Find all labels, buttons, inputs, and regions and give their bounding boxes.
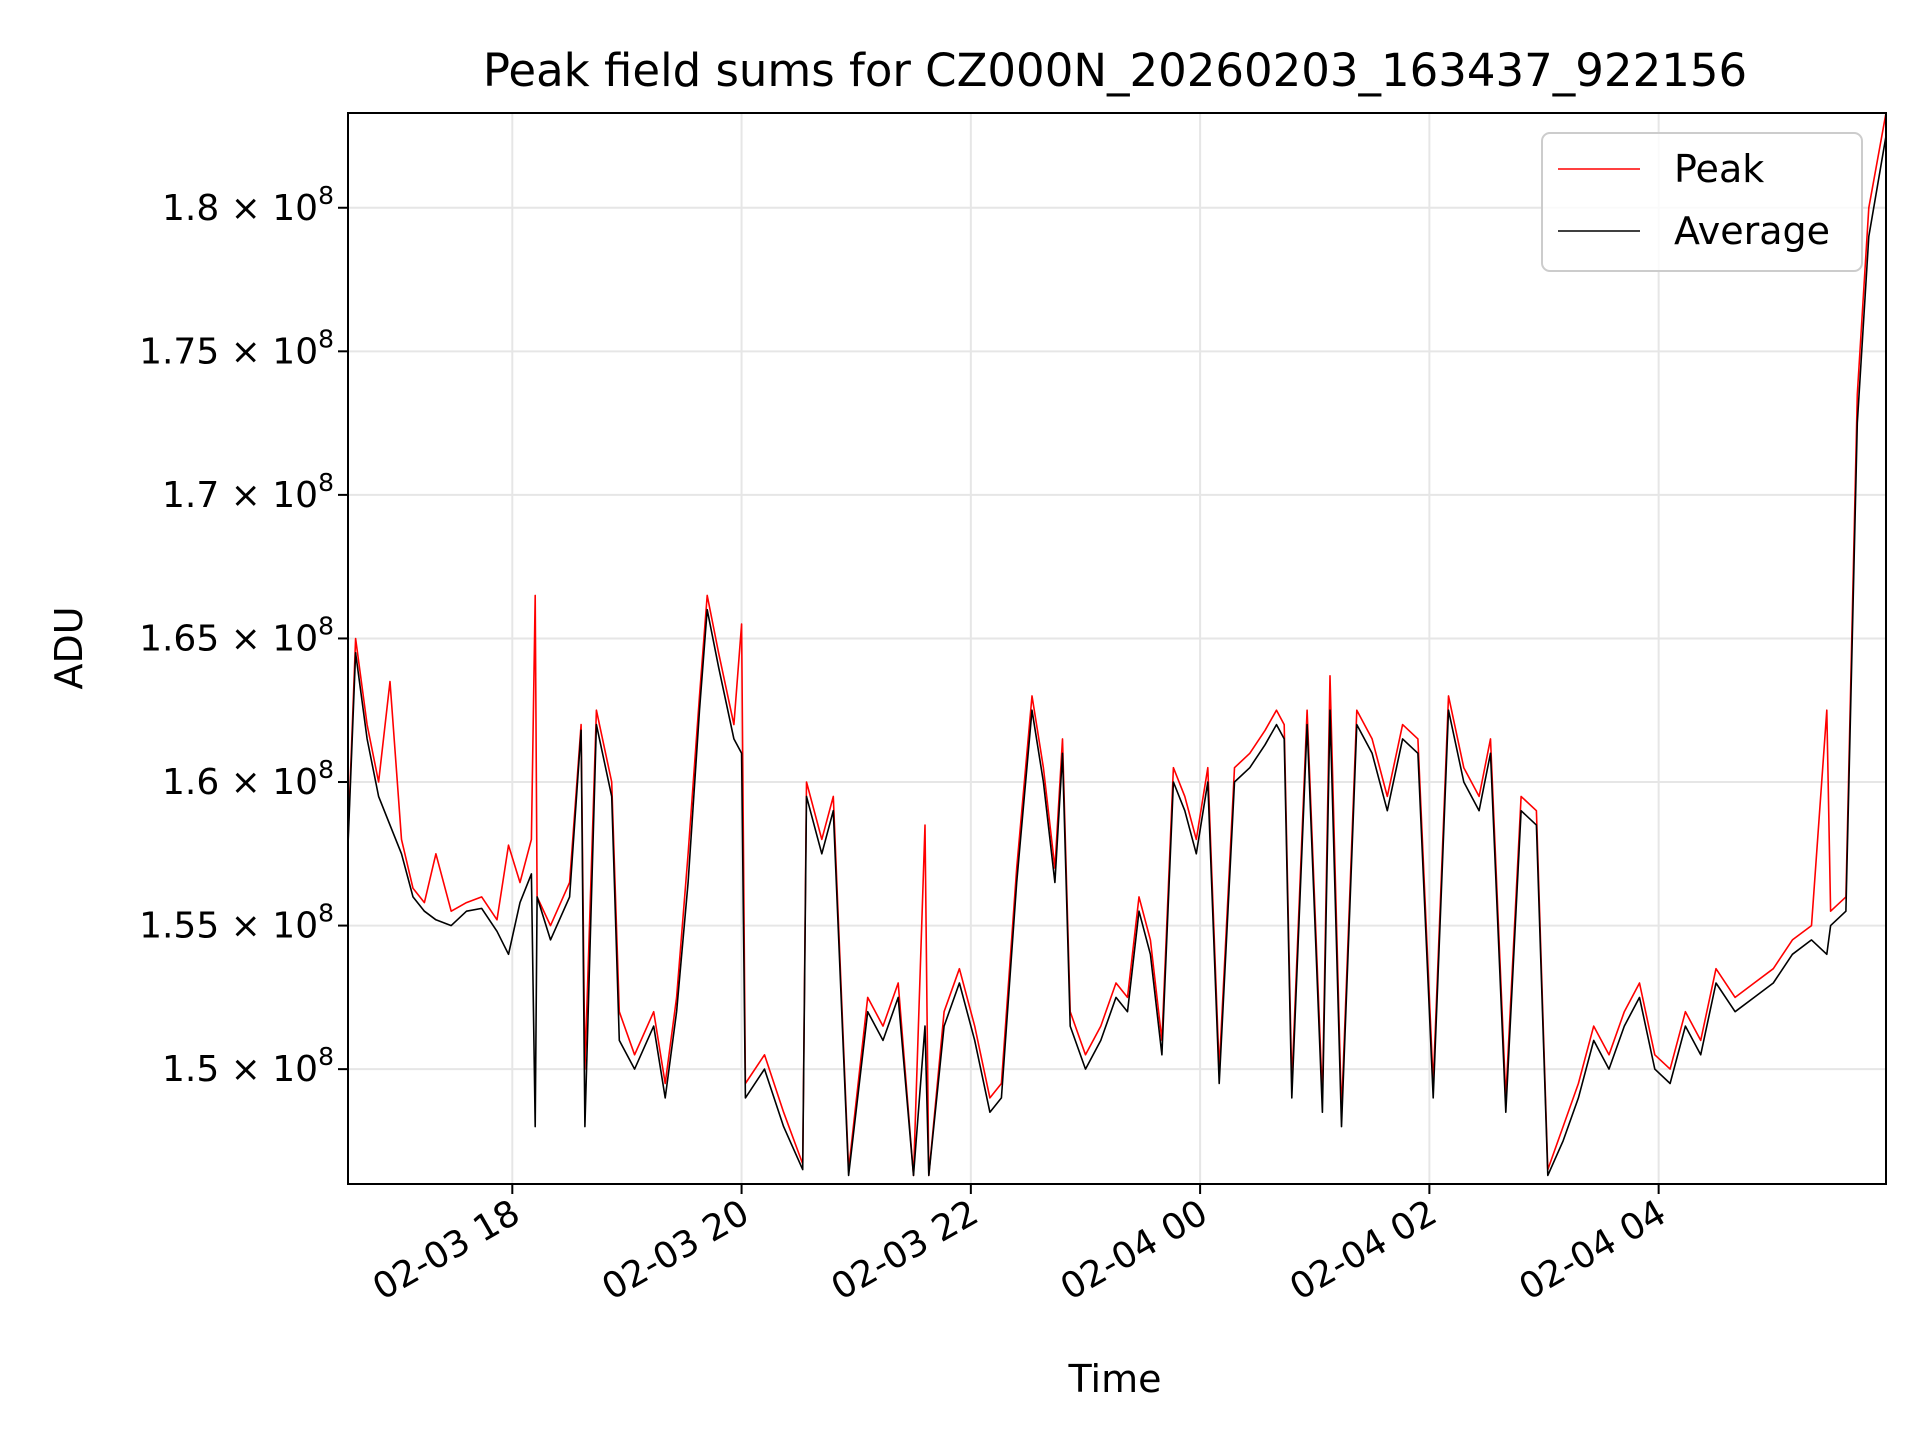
chart-title: Peak field sums for CZ000N_20260203_1634… xyxy=(483,44,1747,97)
x-tick-label: 02-04 02 xyxy=(1283,1192,1444,1308)
x-axis-label: Time xyxy=(1068,1357,1162,1401)
x-tick-label: 02-03 18 xyxy=(366,1192,527,1308)
y-tick-label: 1.75 × 108 xyxy=(139,324,334,372)
x-tick-label: 02-04 04 xyxy=(1512,1192,1673,1308)
y-tick-label: 1.65 × 108 xyxy=(139,611,334,659)
y-axis-label: ADU xyxy=(47,606,91,689)
y-tick-label: 1.8 × 108 xyxy=(162,181,334,229)
legend-label-average: Average xyxy=(1674,209,1830,253)
x-axis-ticks: 02-03 18 02-03 20 02-03 22 02-04 00 02-04 02… xyxy=(366,1184,1673,1309)
plot-area xyxy=(348,113,1886,1177)
legend: Peak Average xyxy=(1541,132,1863,272)
y-tick-label: 1.5 × 108 xyxy=(162,1042,334,1090)
y-tick-label: 1.55 × 108 xyxy=(139,899,334,947)
x-tick-label: 02-04 00 xyxy=(1054,1192,1215,1308)
plot-frame xyxy=(347,112,1887,1185)
x-tick-label: 02-03 20 xyxy=(595,1192,756,1308)
y-tick-label: 1.7 × 108 xyxy=(162,468,334,516)
series-line-peak xyxy=(348,113,1886,1177)
series-line-average xyxy=(348,135,1886,1177)
legend-label-peak: Peak xyxy=(1674,147,1764,191)
y-axis-ticks: 1.5 × 108 1.55 × 108 1.6 × 108 1.65 × 108 1.… xyxy=(139,181,348,1090)
y-tick-label: 1.6 × 108 xyxy=(162,755,334,803)
legend-box xyxy=(1541,132,1863,272)
x-tick-label: 02-03 22 xyxy=(825,1192,986,1308)
grid-lines xyxy=(348,113,1886,1184)
series-lines xyxy=(348,113,1886,1177)
